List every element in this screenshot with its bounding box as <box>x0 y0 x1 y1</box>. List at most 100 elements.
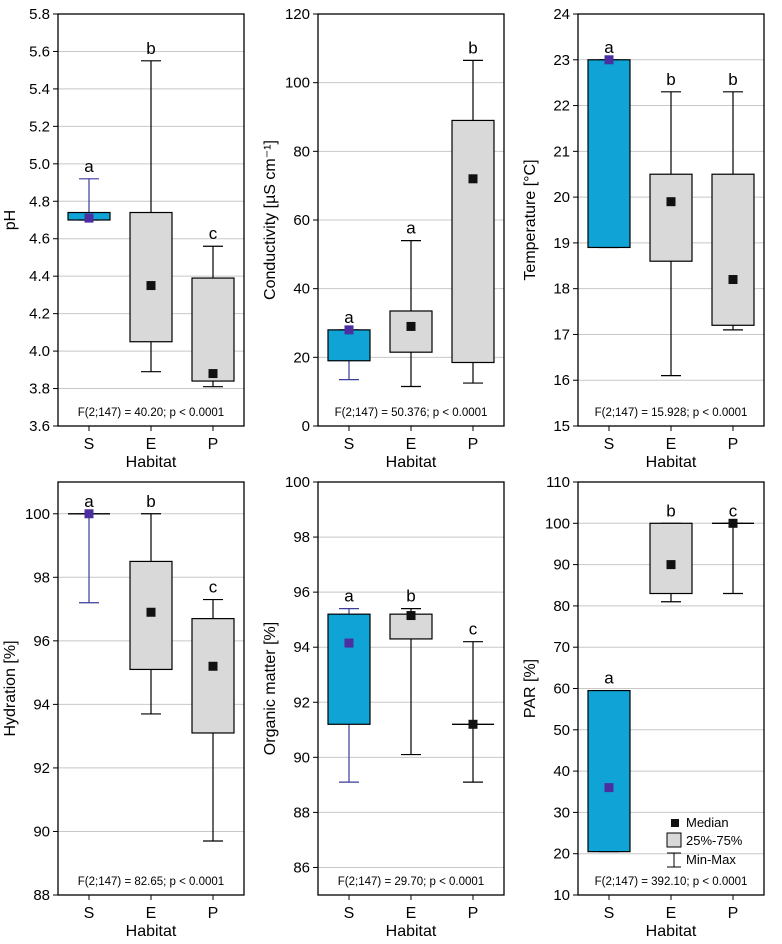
y-tick-label: 96 <box>33 633 50 650</box>
legend-median-label: Median <box>686 815 729 830</box>
y-tick-label: 20 <box>553 189 570 206</box>
y-tick-label: 100 <box>285 75 310 92</box>
chart-panel-6: 10 20 30 40 50 60 70 80 90 100 110 a b c S E P Habitat PAR… <box>522 474 765 940</box>
chart-panel-5: 86 88 90 92 94 96 98 100 a b c S E P Habitat Organic ma… <box>262 474 505 940</box>
chart-panel-3: 15 16 17 18 19 20 21 22 23 24 a b b S E P Habitat Tempera… <box>522 6 765 471</box>
y-tick-label: 88 <box>33 887 50 904</box>
x-tick-label-P: P <box>468 905 479 922</box>
chart-panel-1: 3.6 3.8 4.0 4.2 4.4 4.6 4.8 5.0 5.2 5.4 5.6 5.8 a b c S… <box>2 6 245 471</box>
median-marker-S <box>84 509 94 519</box>
y-tick-label: 18 <box>553 281 570 298</box>
median-marker-S <box>604 783 614 793</box>
significance-letter-P: b <box>468 38 477 57</box>
median-marker-S <box>344 638 354 648</box>
significance-letter-E: b <box>146 492 155 511</box>
median-marker-P <box>208 369 218 379</box>
y-tick-label: 10 <box>553 887 570 904</box>
median-marker-S <box>344 325 354 335</box>
x-tick-label-P: P <box>728 905 739 922</box>
significance-letter-P: b <box>728 70 737 89</box>
y-tick-label: 5.4 <box>29 81 50 98</box>
significance-letter-S: a <box>604 38 614 57</box>
y-tick-label: 100 <box>25 506 50 523</box>
y-tick-label: 16 <box>553 372 570 389</box>
y-tick-label: 90 <box>293 749 310 766</box>
y-tick-label: 92 <box>293 694 310 711</box>
median-marker-P <box>728 518 738 528</box>
median-marker-S <box>84 213 94 223</box>
y-tick-label: 23 <box>553 52 570 69</box>
y-tick-label: 50 <box>553 722 570 739</box>
median-marker-E <box>406 611 416 621</box>
median-marker-E <box>146 607 156 617</box>
significance-letter-E: b <box>666 501 675 520</box>
box-E <box>129 211 173 343</box>
y-tick-label: 5.6 <box>29 43 50 60</box>
legend-box-label: 25%-75% <box>686 833 743 848</box>
median-marker-P <box>208 661 218 671</box>
y-tick-label: 90 <box>33 823 50 840</box>
significance-letter-S: a <box>344 587 354 606</box>
y-tick-label: 22 <box>553 98 570 115</box>
significance-letter-P: c <box>209 224 218 243</box>
significance-letter-P: c <box>209 578 218 597</box>
x-tick-label-P: P <box>208 436 219 453</box>
significance-letter-P: c <box>469 620 478 639</box>
x-tick-label-E: E <box>146 905 157 922</box>
x-axis-title: Habitat <box>646 923 697 940</box>
y-tick-label: 24 <box>553 6 570 23</box>
y-tick-label: 0 <box>302 418 310 435</box>
box-P <box>451 119 495 364</box>
x-axis-title: Habitat <box>126 454 177 471</box>
y-tick-label: 3.8 <box>29 381 50 398</box>
y-tick-label: 4.6 <box>29 231 50 248</box>
x-tick-label-S: S <box>344 436 355 453</box>
box-P <box>711 173 755 326</box>
anova-statistic: F(2;147) = 29.70; p < 0.0001 <box>338 876 484 888</box>
anova-statistic: F(2;147) = 40.20; p < 0.0001 <box>78 407 224 419</box>
y-tick-label: 88 <box>293 804 310 821</box>
anova-statistic: F(2;147) = 392.10; p < 0.0001 <box>595 876 748 888</box>
significance-letter-E: b <box>146 39 155 58</box>
y-tick-label: 20 <box>293 349 310 366</box>
y-tick-label: 21 <box>553 143 570 160</box>
legend-box-swatch <box>666 832 682 848</box>
y-tick-label: 4.0 <box>29 343 50 360</box>
chart-panel-2: 0 20 40 60 80 100 120 a a b S E P Habitat Conductivity… <box>262 6 505 471</box>
median-marker-E <box>666 560 676 570</box>
legend: Median 25%-75% Min-Max <box>666 815 743 868</box>
median-marker-P <box>468 174 478 184</box>
median-marker-E <box>666 197 676 207</box>
significance-letter-E: b <box>666 70 675 89</box>
box-S <box>327 329 371 362</box>
median-marker-S <box>604 55 614 65</box>
y-tick-label: 94 <box>293 639 310 656</box>
median-marker-P <box>728 275 738 285</box>
y-tick-label: 80 <box>293 143 310 160</box>
y-tick-label: 110 <box>546 474 570 491</box>
x-tick-label-S: S <box>84 905 95 922</box>
y-tick-label: 96 <box>293 584 310 601</box>
y-tick-label: 3.6 <box>29 418 50 435</box>
x-tick-label-P: P <box>208 905 219 922</box>
y-tick-label: 60 <box>553 681 570 698</box>
y-tick-label: 80 <box>553 598 570 615</box>
y-tick-label: 98 <box>33 569 50 586</box>
significance-letter-S: a <box>84 492 94 511</box>
y-axis-title: Conductivity [µS cm⁻¹] <box>262 140 279 300</box>
y-tick-label: 40 <box>553 763 570 780</box>
box-E <box>389 310 433 353</box>
y-tick-label: 60 <box>293 212 310 229</box>
anova-statistic: F(2;147) = 15.928; p < 0.0001 <box>595 407 748 419</box>
significance-letter-S: a <box>84 157 94 176</box>
x-tick-label-E: E <box>406 436 417 453</box>
y-tick-label: 5.2 <box>29 118 50 135</box>
x-tick-label-E: E <box>146 436 157 453</box>
y-tick-label: 4.4 <box>29 268 50 285</box>
x-axis-title: Habitat <box>386 923 437 940</box>
y-tick-label: 100 <box>285 474 310 491</box>
y-tick-label: 100 <box>545 515 570 532</box>
y-tick-label: 70 <box>553 639 570 656</box>
anova-statistic: F(2;147) = 50.376; p < 0.0001 <box>335 407 488 419</box>
y-tick-label: 30 <box>553 804 570 821</box>
